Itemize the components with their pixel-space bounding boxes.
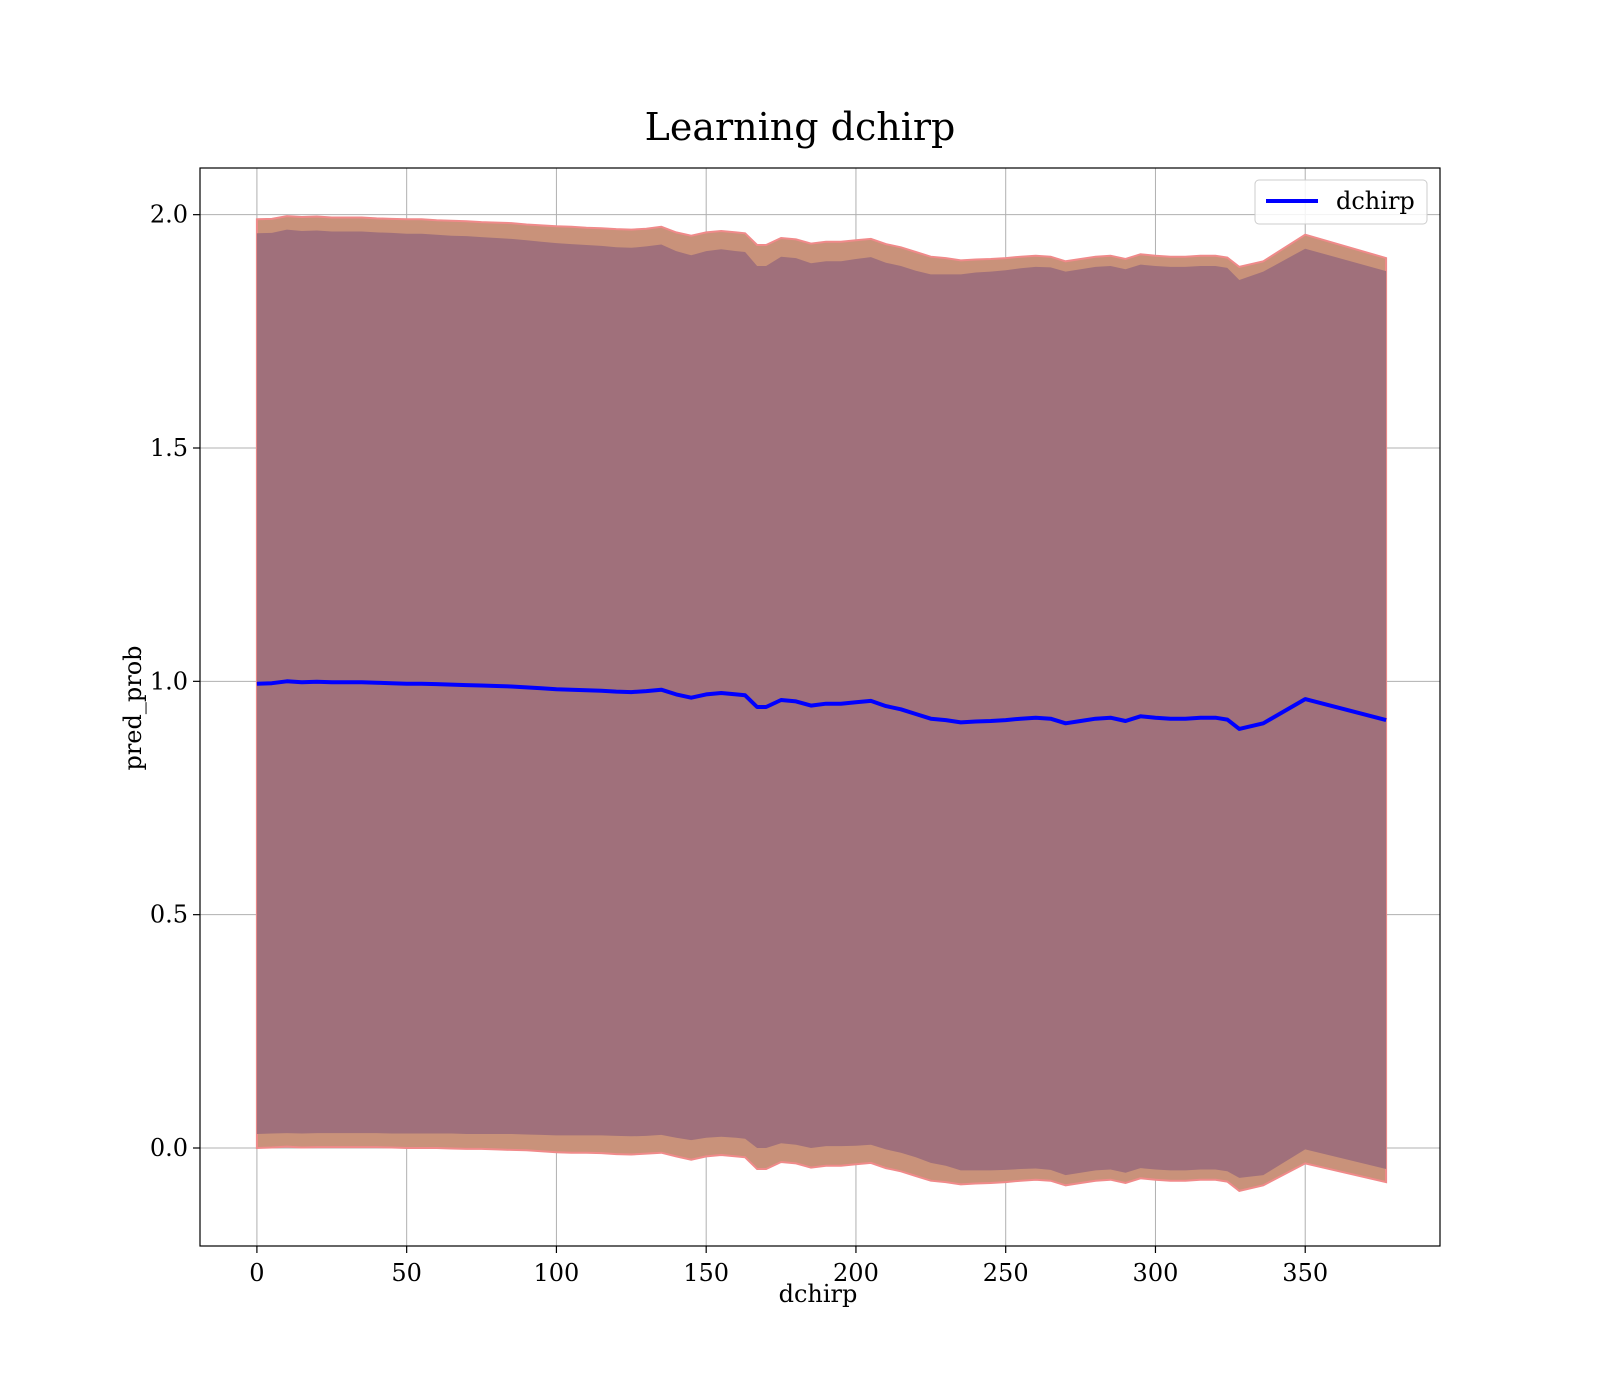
y-tick-label: 0.5 bbox=[150, 901, 188, 929]
y-axis-label: pred_prob bbox=[119, 645, 147, 770]
legend-label: dchirp bbox=[1336, 187, 1415, 215]
y-tick-label: 2.0 bbox=[150, 201, 188, 229]
x-tick-label: 350 bbox=[1282, 1259, 1328, 1287]
chart-title: Learning dchirp bbox=[645, 105, 956, 149]
y-tick-label: 1.0 bbox=[150, 667, 188, 695]
x-tick-label: 250 bbox=[983, 1259, 1029, 1287]
x-axis-label: dchirp bbox=[779, 1280, 858, 1308]
x-tick-label: 50 bbox=[391, 1259, 422, 1287]
plot-frame bbox=[199, 167, 1441, 1247]
x-tick-label: 100 bbox=[534, 1259, 580, 1287]
legend: dchirp bbox=[1254, 179, 1428, 225]
x-tick-label: 0 bbox=[249, 1259, 264, 1287]
x-tick-label: 200 bbox=[833, 1259, 879, 1287]
x-tick-label: 150 bbox=[683, 1259, 729, 1287]
y-axis-ticks: 0.0 0.5 1.0 1.5 2.0 bbox=[150, 201, 200, 1162]
series-layer bbox=[256, 679, 1387, 731]
y-tick-label: 1.5 bbox=[150, 434, 188, 462]
y-tick-label: 0.0 bbox=[150, 1134, 188, 1162]
x-tick-label: 300 bbox=[1133, 1259, 1179, 1287]
series-line-dchirp bbox=[256, 679, 1387, 731]
legend-box bbox=[1254, 179, 1428, 225]
x-axis-ticks: 0 50 100 150 200 250 300 350 bbox=[249, 1246, 1328, 1287]
